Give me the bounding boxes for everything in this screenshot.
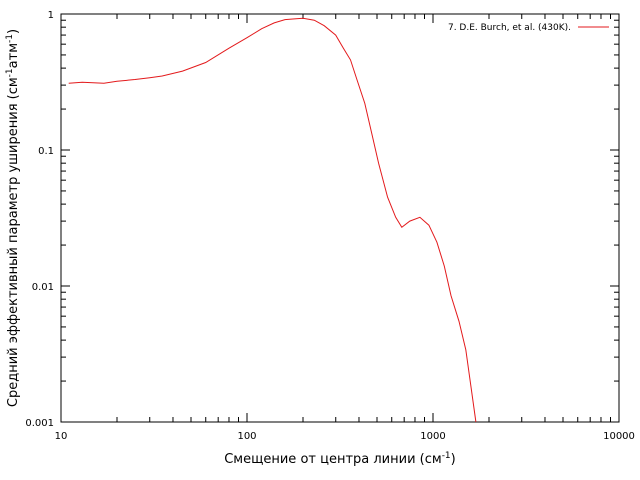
x-tick-label: 10000 bbox=[603, 431, 635, 442]
x-tick-label: 10 bbox=[55, 431, 68, 442]
x-tick-label: 100 bbox=[237, 431, 256, 442]
y-tick-label: 1 bbox=[48, 10, 54, 21]
series-lines bbox=[68, 17, 477, 423]
y-tick-label: 0.1 bbox=[38, 146, 54, 157]
y-axis-label: Средний эффективный параметр уширения (с… bbox=[5, 29, 21, 407]
legend-label: 7. D.E. Burch, et al. (430K). bbox=[448, 23, 571, 33]
plot-border bbox=[60, 13, 620, 423]
plot-frame bbox=[60, 13, 620, 423]
x-axis-label: Смещение от центра линии (см-1) bbox=[224, 451, 456, 467]
x-tick-label: 1000 bbox=[420, 431, 445, 442]
axis-ticks: 10 100 1000 10000 0.001 0.01 0.1 1 bbox=[25, 10, 635, 442]
y-tick-label: 0.001 bbox=[25, 418, 54, 429]
y-tick-label: 0.01 bbox=[32, 282, 54, 293]
series-line bbox=[68, 17, 477, 423]
legend: 7. D.E. Burch, et al. (430K). bbox=[448, 23, 609, 33]
